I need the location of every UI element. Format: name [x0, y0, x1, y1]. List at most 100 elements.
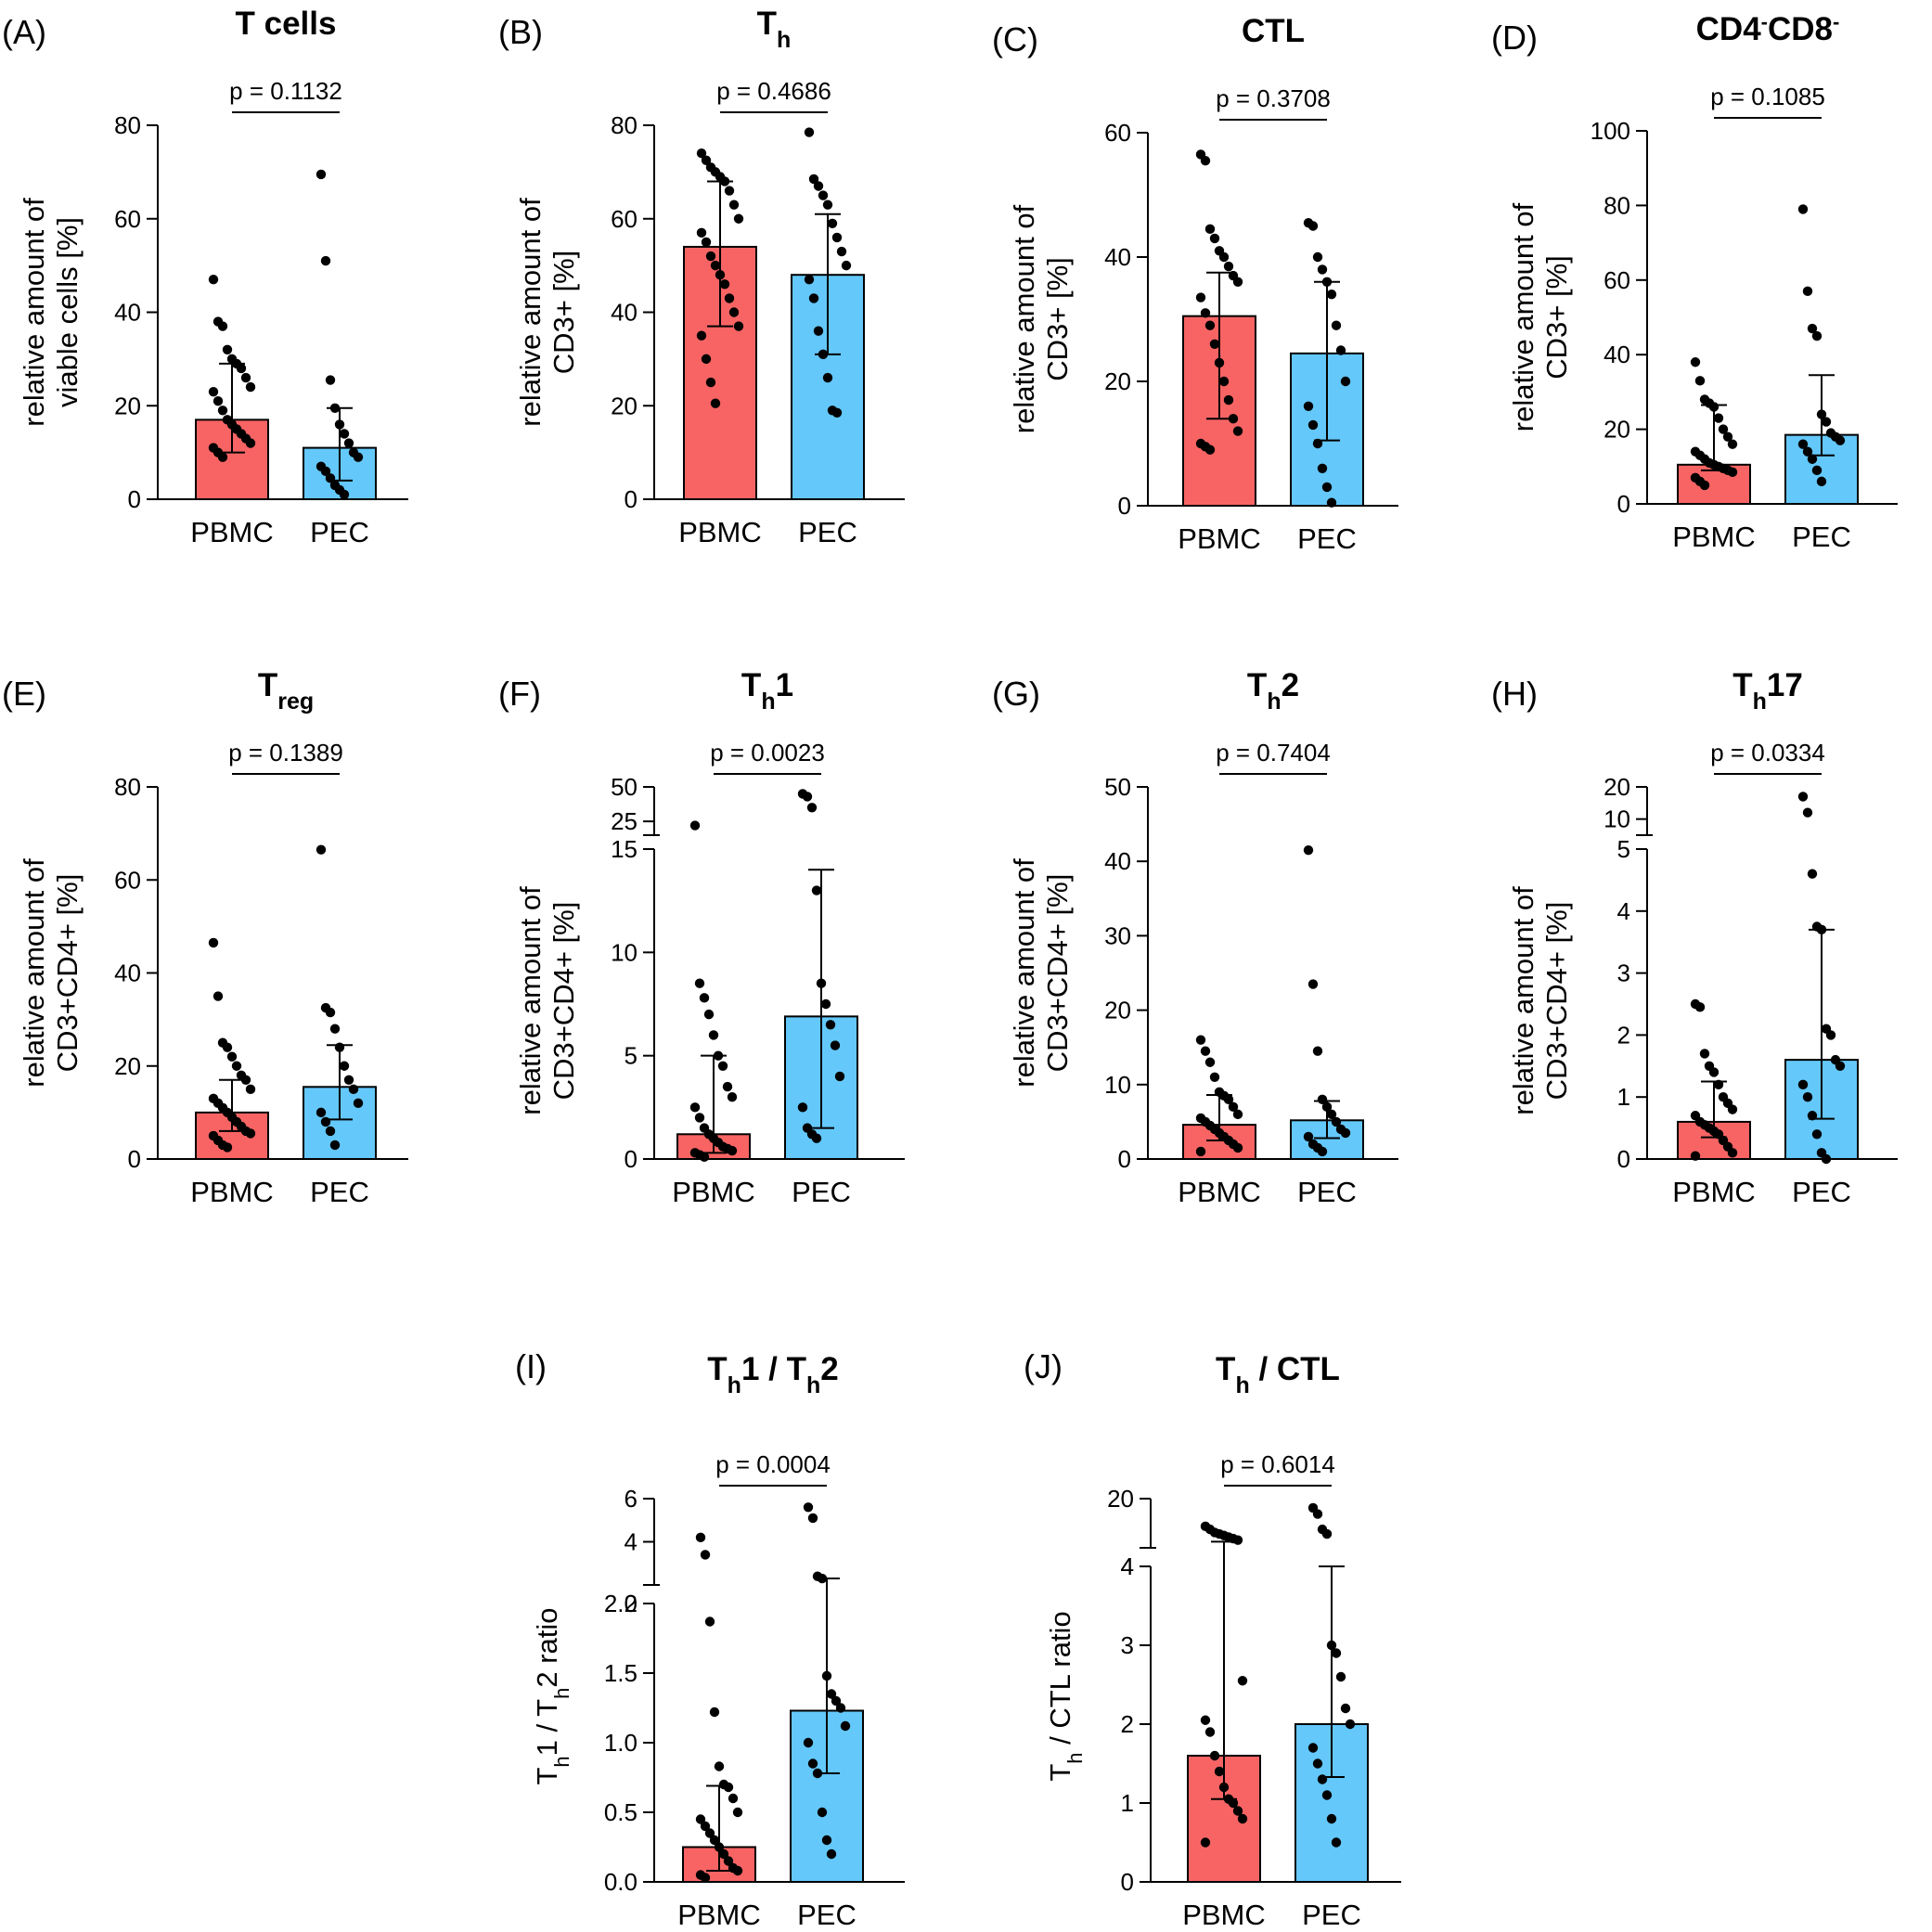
- data-point: [1321, 277, 1333, 287]
- data-point: [1228, 1101, 1239, 1113]
- data-point: [334, 1042, 345, 1052]
- data-point: [821, 1835, 832, 1846]
- data-point: [797, 1102, 808, 1113]
- y-tick-label: 1.0: [604, 1729, 638, 1757]
- data-point: [245, 381, 256, 393]
- data-point: [701, 237, 712, 248]
- category-label-pbmc: PBMC: [1178, 1176, 1261, 1208]
- data-point: [1204, 224, 1216, 235]
- data-point: [208, 937, 219, 948]
- data-point: [1816, 409, 1827, 419]
- data-point: [804, 275, 815, 285]
- y-tick-label: 2.0: [604, 1590, 638, 1617]
- data-point: [689, 1102, 701, 1113]
- title-part: -: [1833, 10, 1839, 33]
- panel-g: 0 10 20 30 40 50 PBMC PEC p = 0.7404 (G) Th2 relati…: [992, 667, 1398, 1208]
- y-axis-label-line2: CD3+ [%]: [547, 251, 580, 375]
- data-point: [1209, 1072, 1220, 1082]
- data-point: [1340, 1127, 1351, 1139]
- data-point: [217, 452, 228, 462]
- y-tick-label: 20: [1104, 997, 1131, 1024]
- panel-label: (I): [515, 1347, 547, 1385]
- data-point: [339, 429, 350, 439]
- data-point: [813, 181, 824, 191]
- title-part: T: [1247, 667, 1267, 703]
- data-point: [1312, 438, 1323, 449]
- data-point: [343, 1075, 354, 1085]
- title-part: T cells: [236, 6, 337, 42]
- y-tick-label: 0: [1118, 1145, 1131, 1173]
- data-point: [696, 227, 707, 238]
- data-point: [831, 407, 843, 419]
- data-point: [1807, 323, 1818, 334]
- panel-title: Th / CTL: [1216, 1351, 1340, 1398]
- y-tick-label: 0.5: [604, 1798, 638, 1826]
- data-point: [802, 792, 813, 802]
- data-point: [1802, 446, 1813, 457]
- category-label-pbmc: PBMC: [1178, 522, 1261, 555]
- y-tick-label: 40: [1104, 243, 1131, 271]
- y-tick-label: 50: [1104, 773, 1131, 801]
- data-point: [808, 293, 819, 303]
- data-point: [700, 1550, 711, 1560]
- data-point: [1797, 204, 1809, 214]
- data-point: [1727, 1104, 1738, 1114]
- y-tick-label: 0: [128, 485, 141, 513]
- y-tick-label: 60: [1104, 119, 1131, 147]
- data-point: [807, 1758, 818, 1769]
- y-tick-label: 2: [625, 1590, 638, 1617]
- data-point: [817, 1573, 828, 1584]
- data-point: [1690, 357, 1701, 367]
- panel-label: (E): [2, 675, 46, 713]
- data-point: [804, 127, 815, 137]
- y-tick-label: 1: [1617, 1083, 1630, 1111]
- y-tick-label: 4: [1121, 1552, 1134, 1580]
- data-point: [830, 1040, 841, 1050]
- data-point: [733, 213, 744, 224]
- category-label-pbmc: PBMC: [672, 1176, 755, 1208]
- data-point: [1331, 1837, 1342, 1848]
- data-point: [1204, 320, 1216, 330]
- category-label-pec: PEC: [310, 516, 369, 548]
- data-point: [718, 1848, 729, 1860]
- data-point: [1694, 376, 1706, 386]
- panel-c: 0 20 40 60 PBMC PEC p = 0.3708 (C) CTL relative a…: [992, 13, 1398, 555]
- category-label-pec: PEC: [310, 1176, 369, 1208]
- data-point: [732, 1865, 743, 1876]
- data-point: [231, 1061, 242, 1071]
- y-tick-label: 80: [114, 773, 141, 801]
- data-point: [1232, 1535, 1243, 1545]
- y-label-part: T: [1044, 1764, 1076, 1782]
- data-point: [695, 1814, 706, 1824]
- y-tick-label: 0: [625, 1145, 638, 1173]
- y-tick-label: 40: [114, 299, 141, 327]
- data-point: [836, 246, 847, 257]
- data-point: [1223, 394, 1234, 406]
- y-tick-label: 60: [611, 205, 638, 233]
- data-point: [714, 1842, 725, 1852]
- data-point: [316, 1107, 327, 1118]
- y-tick-label: 20: [611, 392, 638, 419]
- data-point: [728, 307, 740, 317]
- y-tick-label: 4: [625, 1528, 638, 1556]
- data-point: [704, 1828, 715, 1838]
- data-point: [1821, 417, 1832, 427]
- data-point: [724, 186, 735, 196]
- data-point: [208, 275, 219, 285]
- data-point: [1214, 357, 1225, 368]
- p-value-label: p = 0.0004: [715, 1450, 831, 1478]
- title-part: h: [806, 1372, 820, 1398]
- y-tick-label: 2: [1617, 1021, 1630, 1049]
- data-point: [222, 344, 233, 354]
- y-tick-label: 20: [1104, 367, 1131, 395]
- data-point: [320, 1116, 331, 1127]
- title-part: CTL: [1242, 13, 1305, 49]
- data-point: [701, 354, 712, 365]
- panel-title: CTL: [1242, 13, 1305, 49]
- data-point: [1312, 1046, 1323, 1056]
- category-label-pbmc: PBMC: [1672, 1176, 1756, 1208]
- p-value-label: p = 0.0334: [1710, 739, 1825, 766]
- data-point: [727, 1092, 738, 1102]
- y-tick-label: 40: [1604, 341, 1630, 368]
